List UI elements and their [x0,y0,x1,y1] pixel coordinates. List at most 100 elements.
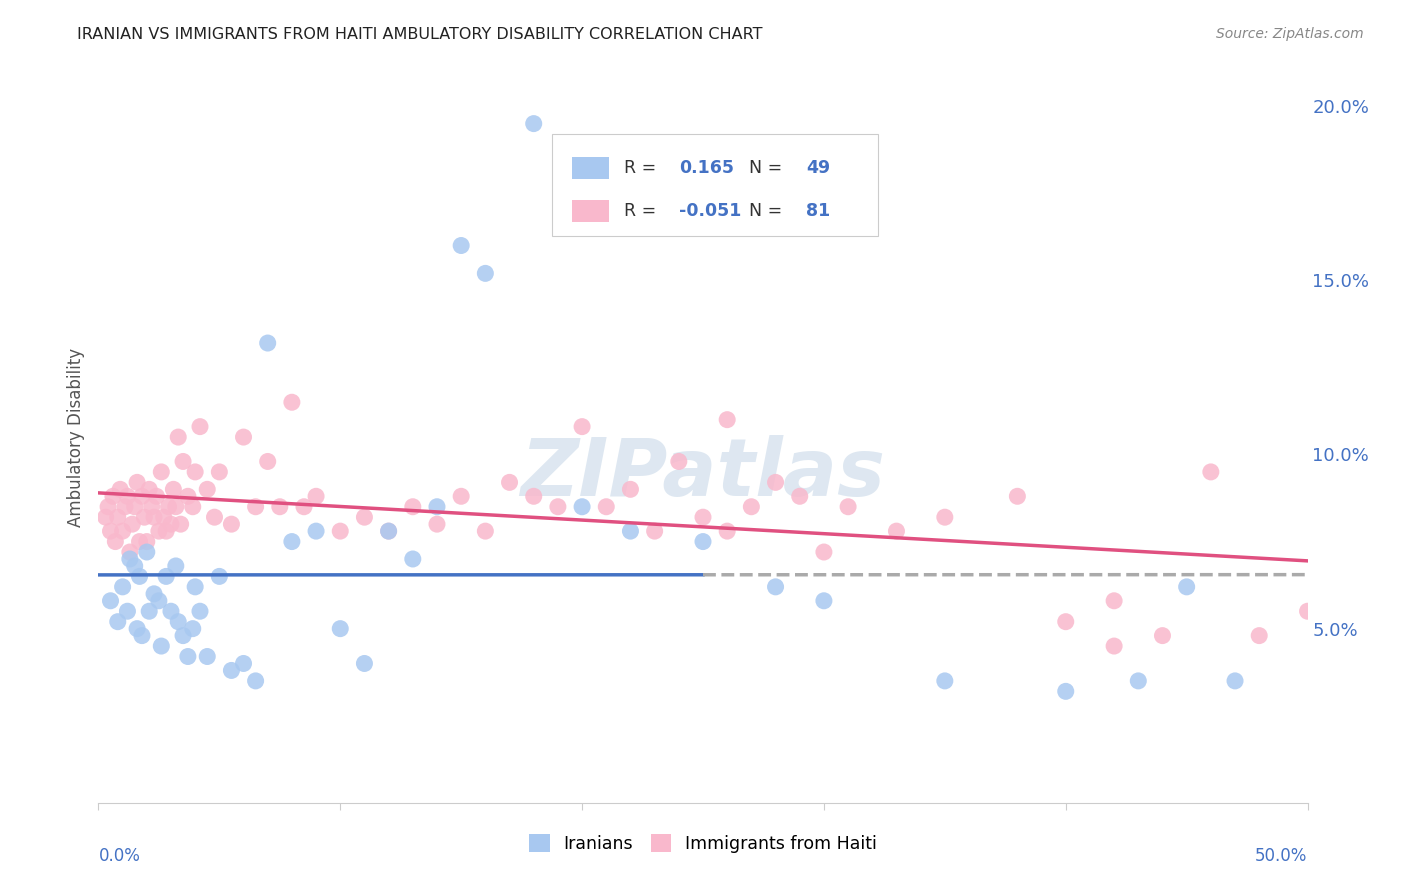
Point [716,524,738,538]
Point [208,465,231,479]
Point [571,500,593,514]
Y-axis label: Ambulatory Disability: Ambulatory Disability [66,348,84,526]
Point [94,510,117,524]
Point [188,604,211,618]
Point [169,517,191,532]
Point [765,475,787,490]
Point [160,517,183,532]
Point [111,580,134,594]
Point [134,510,156,524]
Point [256,454,278,468]
Point [644,524,666,538]
Point [204,510,226,524]
Point [150,465,173,479]
Point [668,454,690,468]
Point [1128,673,1150,688]
Point [1007,489,1029,503]
Point [934,673,956,688]
Point [353,510,375,524]
Point [619,483,641,497]
Point [402,500,425,514]
Point [450,238,472,252]
Point [329,524,352,538]
Point [619,524,641,538]
Point [138,483,160,497]
Point [1223,673,1246,688]
Point [135,545,157,559]
Point [184,465,207,479]
Point [886,524,908,538]
Point [152,510,174,524]
Point [131,489,153,503]
Point [474,266,496,280]
Point [127,622,149,636]
Point [172,629,194,643]
Text: N =: N = [749,159,787,177]
Point [107,615,129,629]
Point [692,510,714,524]
Point [117,489,139,503]
Point [167,615,190,629]
Point [148,594,170,608]
Text: Source: ZipAtlas.com: Source: ZipAtlas.com [1216,27,1364,41]
Point [177,489,200,503]
Point [165,500,187,514]
Text: IRANIAN VS IMMIGRANTS FROM HAITI AMBULATORY DISABILITY CORRELATION CHART: IRANIAN VS IMMIGRANTS FROM HAITI AMBULAT… [77,27,763,42]
Point [128,569,150,583]
Point [305,489,328,503]
Point [155,524,177,538]
Point [108,483,131,497]
Point [377,524,399,538]
Text: 0.0%: 0.0% [98,847,141,864]
Point [353,657,375,671]
Point [692,534,714,549]
Point [450,489,472,503]
Point [740,500,762,514]
Point [160,604,183,618]
Point [167,430,190,444]
Point [281,395,304,409]
Point [121,517,143,532]
Point [124,500,146,514]
Point [195,483,218,497]
Point [138,604,160,618]
Point [1152,629,1174,643]
Point [117,604,139,618]
Point [143,587,166,601]
Point [181,622,204,636]
Legend: Iranians, Immigrants from Haiti: Iranians, Immigrants from Haiti [522,827,884,860]
Point [118,545,141,559]
Point [157,500,180,514]
Point [523,117,546,131]
Text: 81: 81 [806,202,830,220]
Text: ZIPatlas: ZIPatlas [520,434,886,513]
Text: R =: R = [624,159,662,177]
Bar [572,157,609,178]
Point [208,569,231,583]
Point [104,534,127,549]
Text: 0.165: 0.165 [679,159,734,177]
Point [934,510,956,524]
Point [155,569,177,583]
Point [145,489,167,503]
Point [195,649,218,664]
Point [837,500,859,514]
Point [100,594,122,608]
Point [377,524,399,538]
Point [131,629,153,643]
Point [100,524,122,538]
Point [111,524,134,538]
Point [402,552,425,566]
Text: 49: 49 [806,159,830,177]
Text: N =: N = [749,202,787,220]
Point [124,558,146,573]
Point [789,489,811,503]
Point [184,580,207,594]
Point [523,489,546,503]
Point [188,419,211,434]
Point [305,524,328,538]
Point [107,510,129,524]
Point [1199,465,1222,479]
Point [474,524,496,538]
Point [114,500,136,514]
